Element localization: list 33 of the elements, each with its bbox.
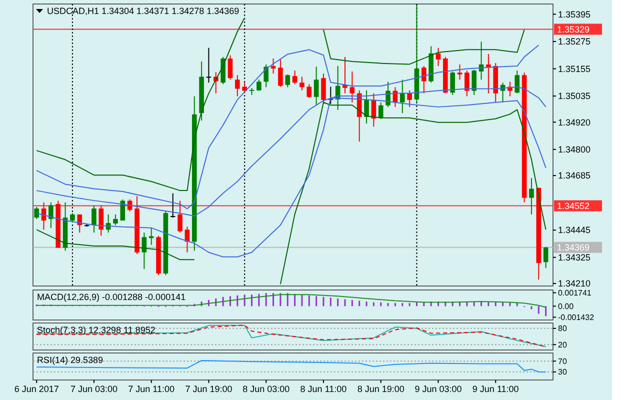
y-tick-label: 30 (558, 368, 568, 377)
y-tick-label: 1.34445 (558, 225, 591, 236)
x-tick-label: 7 Jun 03:00 (70, 384, 118, 394)
chart-title: MACD(12,26,9) -0.001288 -0.000141 (37, 292, 186, 302)
y-tick-label: 1.35395 (558, 9, 591, 20)
x-tick-label: 9 Jun 03:00 (414, 384, 462, 394)
x-tick-label: 8 Jun 03:00 (242, 384, 290, 394)
y-tick-label: 1.34800 (558, 144, 591, 155)
x-tick-label: 7 Jun 11:00 (128, 384, 175, 394)
y-tick-label: 1.34685 (558, 170, 591, 181)
y-tick-label: 20 (558, 340, 568, 350)
y-tick-label: 1.35035 (558, 91, 591, 102)
y-tick-label: -0.001432 (558, 312, 595, 322)
y-tick-label: 1.34920 (558, 117, 591, 128)
x-tick-label: 8 Jun 19:00 (357, 384, 404, 394)
chart-title: RSI(14) 29.5389 (37, 355, 104, 365)
x-tick-label: 7 Jun 19:00 (185, 384, 232, 394)
x-tick-label: 6 Jun 2017 (14, 384, 59, 394)
y-tick-label: 1.34210 (558, 278, 591, 289)
chart-title: USDCAD,H1 1.34304 1.34371 1.34278 1.34369 (47, 6, 240, 16)
y-tick-label: 0.001741 (558, 288, 592, 298)
chart-title: Stoch(7,3,3) 12.3298 11.8952 (37, 325, 156, 335)
ref-line-label: 1.34369 (557, 242, 590, 253)
y-tick-label: 80 (558, 324, 568, 334)
y-tick-label: 1.34325 (558, 252, 591, 263)
x-tick-label: 8 Jun 11:00 (300, 384, 347, 394)
ref-line-label: 1.34552 (557, 200, 590, 211)
ref-line-label: 1.35329 (557, 24, 590, 34)
y-tick-label: 1.35155 (558, 64, 591, 74)
y-tick-label: 1.35275 (558, 36, 591, 47)
y-tick-label: 70 (558, 356, 568, 366)
y-tick-label: 0.00 (558, 302, 574, 311)
x-tick-label: 9 Jun 11:00 (472, 384, 519, 394)
